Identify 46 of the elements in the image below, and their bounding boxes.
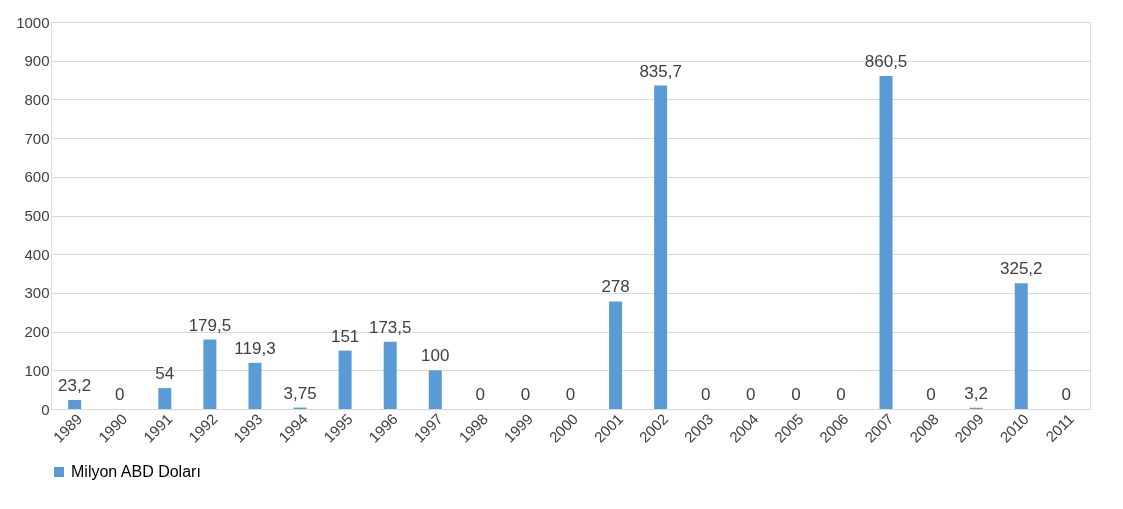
y-tick-label: 800 bbox=[24, 90, 50, 108]
bar bbox=[428, 370, 442, 409]
bar bbox=[1014, 283, 1028, 409]
data-label: 3,2 bbox=[964, 383, 988, 403]
data-label: 0 bbox=[475, 385, 486, 404]
data-label: 3,75 bbox=[283, 383, 317, 403]
y-tick-label: 900 bbox=[24, 52, 50, 70]
data-label: 23,2 bbox=[58, 376, 92, 396]
bar bbox=[68, 400, 82, 409]
bar bbox=[338, 350, 352, 409]
data-label: 0 bbox=[1061, 385, 1072, 404]
data-label: 325,2 bbox=[999, 259, 1043, 279]
y-tick-label: 600 bbox=[24, 168, 50, 186]
bar bbox=[158, 388, 172, 409]
data-label: 0 bbox=[700, 385, 711, 404]
y-tick-label: 0 bbox=[41, 400, 50, 418]
bar bbox=[879, 75, 893, 409]
y-tick-label: 200 bbox=[24, 323, 50, 341]
data-label: 0 bbox=[791, 385, 801, 404]
bar bbox=[609, 301, 623, 409]
legend-label: Milyon ABD Doları bbox=[71, 463, 201, 480]
y-tick-label: 700 bbox=[24, 129, 50, 147]
data-label: 0 bbox=[836, 385, 846, 404]
data-label: 860,5 bbox=[864, 51, 908, 71]
y-tick-label: 1000 bbox=[16, 13, 50, 31]
y-tick-label: 400 bbox=[24, 245, 50, 263]
data-label: 151 bbox=[330, 326, 360, 346]
data-label: 173,5 bbox=[368, 317, 412, 337]
bar bbox=[654, 85, 668, 409]
data-label: 179,5 bbox=[188, 315, 232, 335]
data-label: 0 bbox=[926, 385, 936, 404]
bar bbox=[383, 341, 397, 409]
data-label: 0 bbox=[520, 385, 531, 404]
data-label: 278 bbox=[601, 277, 630, 297]
y-tick-label: 500 bbox=[24, 207, 50, 224]
data-label: 835,7 bbox=[639, 61, 682, 81]
data-label: 100 bbox=[421, 346, 450, 366]
data-label: 0 bbox=[115, 385, 125, 404]
bar bbox=[248, 362, 262, 409]
data-label: 119,3 bbox=[234, 338, 276, 358]
y-tick-label: 300 bbox=[24, 284, 50, 302]
y-tick-label: 100 bbox=[24, 361, 50, 379]
data-label: 54 bbox=[155, 364, 175, 384]
bar bbox=[203, 339, 217, 409]
data-label: 0 bbox=[565, 385, 576, 404]
data-label: 0 bbox=[746, 385, 756, 404]
